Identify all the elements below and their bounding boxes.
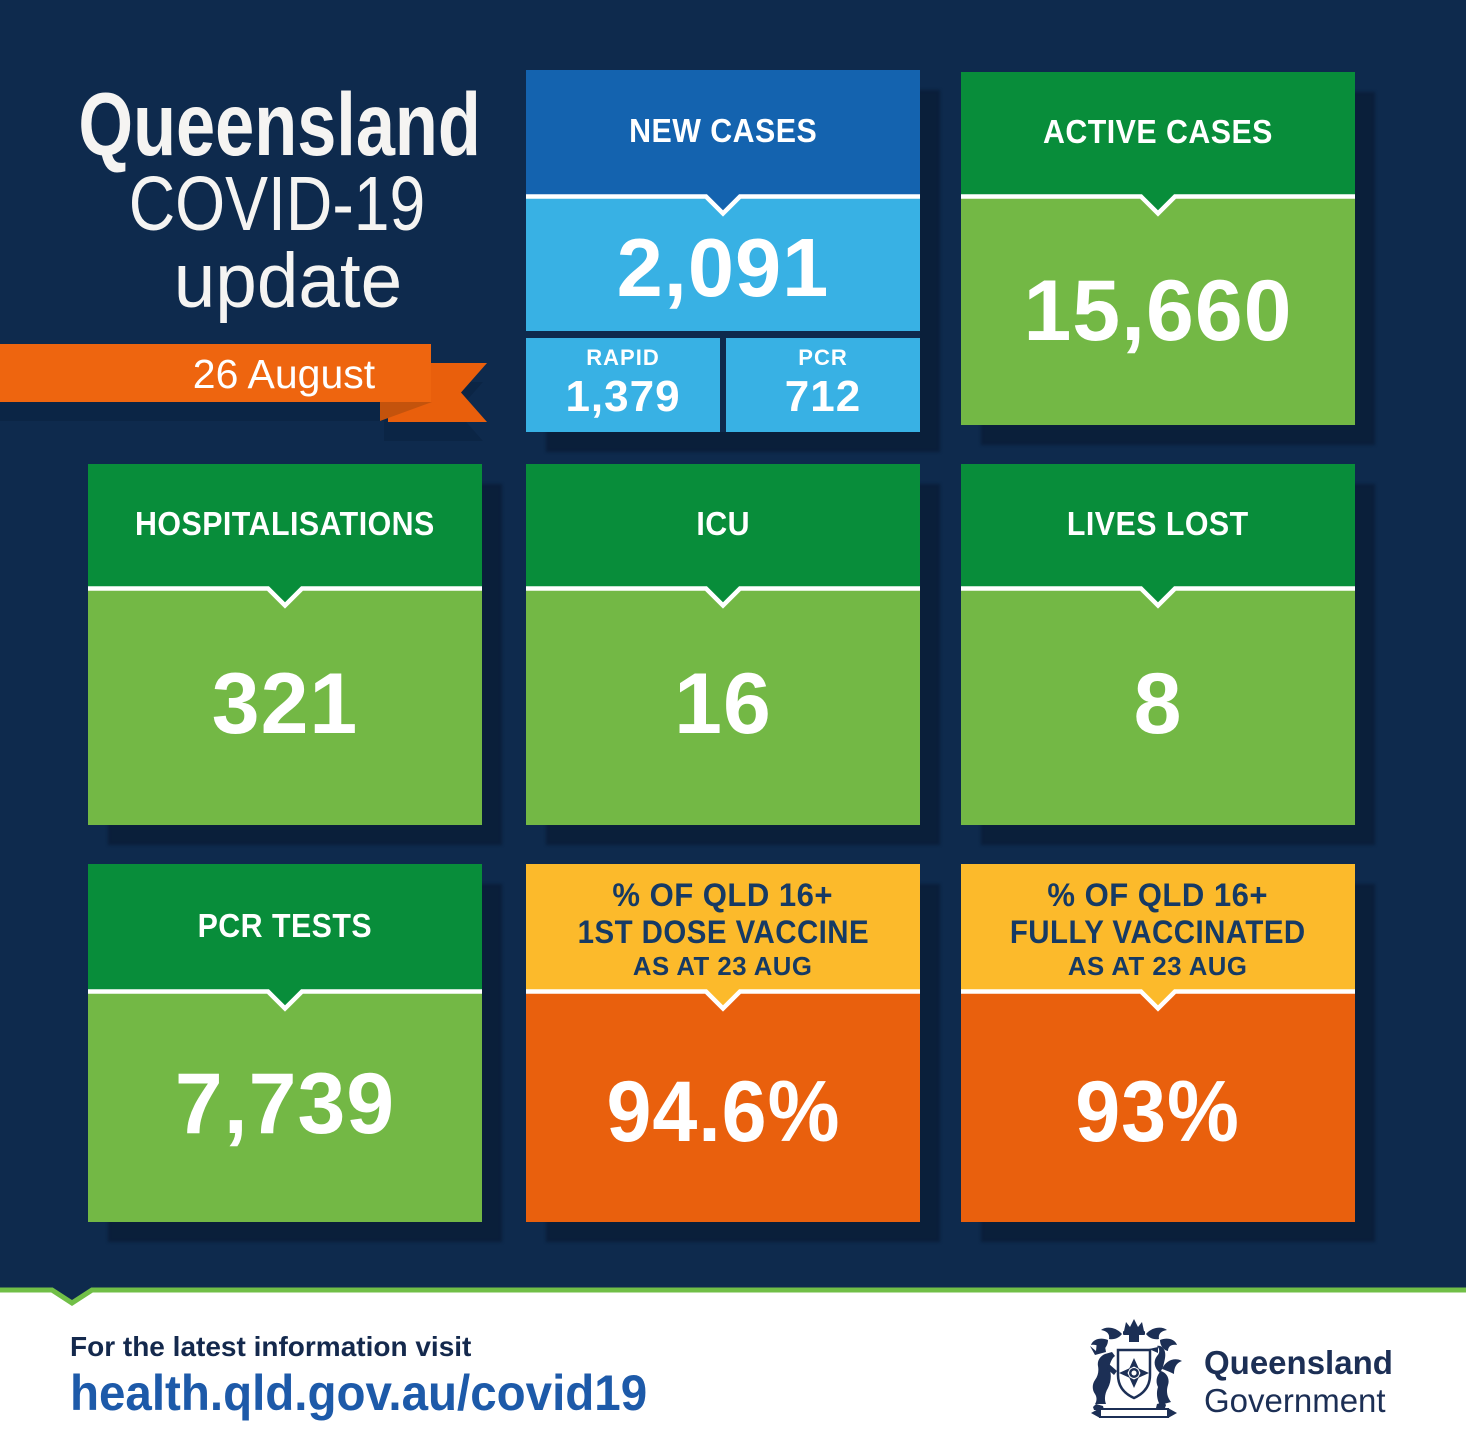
notch-separator bbox=[961, 584, 1355, 609]
logo-text: Queensland Government bbox=[1204, 1344, 1393, 1420]
card-body: 321 bbox=[88, 584, 482, 825]
notch-separator bbox=[526, 987, 920, 1012]
card-body: 93% bbox=[961, 987, 1355, 1222]
rapid-box: RAPID 1,379 bbox=[526, 338, 720, 432]
new-cases-value: 2,091 bbox=[616, 220, 830, 314]
hospitalisations-value: 321 bbox=[211, 656, 359, 752]
ribbon-band bbox=[0, 344, 431, 402]
page-title: Queensland COVID-19 update bbox=[36, 74, 516, 320]
card-hospitalisations: HOSPITALISATIONS 321 bbox=[88, 464, 482, 825]
fully-vaccinated-header-line2: FULLY VACCINATED bbox=[1010, 914, 1306, 950]
card-body: 7,739 bbox=[88, 987, 482, 1222]
rapid-value: 1,379 bbox=[565, 372, 681, 421]
card-body: 94.6% bbox=[526, 987, 920, 1222]
card-body: 16 bbox=[526, 584, 920, 825]
active-cases-header: ACTIVE CASES bbox=[961, 72, 1355, 192]
icu-header: ICU bbox=[526, 464, 920, 584]
first-dose-header-line3: AS AT 23 AUG bbox=[633, 951, 813, 981]
pcr-label: PCR bbox=[798, 345, 848, 370]
lives-lost-header: LIVES LOST bbox=[961, 464, 1355, 584]
card-icu: ICU 16 bbox=[526, 464, 920, 825]
ribbon-date-label: 26 August bbox=[193, 351, 376, 397]
footer-separator bbox=[0, 1287, 1466, 1306]
fully-vaccinated-header-line3: AS AT 23 AUG bbox=[1068, 951, 1248, 981]
ribbon-fold bbox=[380, 402, 432, 421]
card-fully-vaccinated: % OF QLD 16+ FULLY VACCINATED AS AT 23 A… bbox=[961, 864, 1355, 1222]
pcr-box: PCR 712 bbox=[726, 338, 920, 432]
fully-vaccinated-header-line1: % OF QLD 16+ bbox=[1047, 877, 1269, 913]
active-cases-value: 15,660 bbox=[1023, 263, 1293, 359]
fully-vaccinated-value: 93% bbox=[1075, 1064, 1241, 1160]
new-cases-breakdown: RAPID 1,379 PCR 712 bbox=[526, 338, 920, 432]
active-cases-header-label: ACTIVE CASES bbox=[1043, 113, 1273, 150]
queensland-government-logo: Queensland Government bbox=[1076, 1316, 1393, 1426]
notch-separator bbox=[961, 987, 1355, 1012]
new-cases-header: NEW CASES bbox=[526, 70, 920, 192]
footer-url[interactable]: health.qld.gov.au/covid19 bbox=[70, 1365, 648, 1421]
card-lives-lost: LIVES LOST 8 bbox=[961, 464, 1355, 825]
notch-separator bbox=[88, 584, 482, 609]
lives-lost-header-label: LIVES LOST bbox=[1067, 505, 1249, 542]
card-pcr-tests: PCR TESTS 7,739 bbox=[88, 864, 482, 1222]
new-cases-header-label: NEW CASES bbox=[628, 112, 817, 149]
logo-queensland: Queensland bbox=[1204, 1344, 1393, 1381]
hospitalisations-header-label: HOSPITALISATIONS bbox=[135, 505, 435, 542]
card-body: 15,660 bbox=[961, 192, 1355, 425]
pcr-tests-header: PCR TESTS bbox=[88, 864, 482, 987]
icu-header-label: ICU bbox=[696, 505, 750, 542]
title-line-update: update bbox=[173, 238, 403, 324]
notch-separator bbox=[526, 584, 920, 609]
notch-separator bbox=[961, 192, 1355, 217]
card-body: 2,091 bbox=[526, 192, 920, 331]
date-ribbon: 26 August bbox=[0, 344, 487, 441]
first-dose-header-line2: 1ST DOSE VACCINE bbox=[577, 914, 869, 950]
title-line-queensland: Queensland bbox=[78, 74, 481, 174]
pcr-tests-value: 7,739 bbox=[174, 1056, 396, 1152]
card-new-cases: NEW CASES 2,091 RAPID 1,379 PCR 712 bbox=[526, 70, 920, 432]
title-line-covid19: COVID-19 bbox=[128, 161, 426, 247]
footer-info-text: For the latest information visit bbox=[70, 1331, 472, 1362]
card-body: 8 bbox=[961, 584, 1355, 825]
icu-value: 16 bbox=[674, 656, 772, 752]
queensland-coat-of-arms-icon bbox=[1090, 1319, 1182, 1418]
logo-government: Government bbox=[1204, 1382, 1386, 1419]
fully-vaccinated-header: % OF QLD 16+ FULLY VACCINATED AS AT 23 A… bbox=[961, 864, 1355, 987]
card-first-dose-vaccine: % OF QLD 16+ 1ST DOSE VACCINE AS AT 23 A… bbox=[526, 864, 920, 1222]
pcr-value: 712 bbox=[784, 372, 862, 421]
lives-lost-value: 8 bbox=[1133, 656, 1183, 752]
first-dose-value: 94.6% bbox=[606, 1064, 840, 1160]
pcr-tests-header-label: PCR TESTS bbox=[197, 906, 373, 944]
footer bbox=[0, 1292, 1466, 1446]
first-dose-header: % OF QLD 16+ 1ST DOSE VACCINE AS AT 23 A… bbox=[526, 864, 920, 987]
rapid-label: RAPID bbox=[586, 345, 660, 370]
card-active-cases: ACTIVE CASES 15,660 bbox=[961, 72, 1355, 425]
notch-separator bbox=[88, 987, 482, 1012]
hospitalisations-header: HOSPITALISATIONS bbox=[88, 464, 482, 584]
first-dose-header-line1: % OF QLD 16+ bbox=[612, 877, 834, 913]
notch-separator bbox=[526, 192, 920, 217]
